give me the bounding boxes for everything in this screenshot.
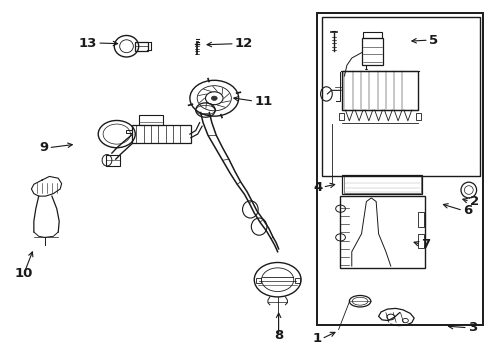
Bar bbox=[417, 234, 423, 248]
Bar bbox=[316, 13, 483, 325]
Text: 1: 1 bbox=[312, 332, 321, 345]
Bar bbox=[363, 32, 381, 39]
Text: 10: 10 bbox=[15, 267, 33, 280]
Text: 6: 6 bbox=[462, 204, 471, 217]
Text: 8: 8 bbox=[273, 329, 283, 342]
Bar bbox=[417, 212, 423, 226]
Text: 11: 11 bbox=[254, 95, 272, 108]
Bar bbox=[361, 39, 383, 65]
Bar bbox=[294, 278, 299, 283]
Bar bbox=[126, 130, 132, 134]
Text: 12: 12 bbox=[234, 37, 252, 50]
Bar bbox=[105, 155, 120, 166]
Text: 5: 5 bbox=[428, 33, 437, 47]
Bar bbox=[256, 278, 261, 283]
Text: 4: 4 bbox=[313, 181, 322, 194]
Text: 2: 2 bbox=[469, 195, 478, 208]
Text: 9: 9 bbox=[39, 141, 48, 154]
Bar bbox=[341, 71, 417, 110]
Bar bbox=[132, 125, 190, 143]
Bar bbox=[341, 175, 422, 194]
Bar bbox=[343, 176, 420, 193]
Bar bbox=[139, 115, 162, 125]
Bar bbox=[321, 17, 479, 176]
Text: 3: 3 bbox=[467, 321, 476, 334]
Text: 7: 7 bbox=[420, 238, 429, 251]
Text: 13: 13 bbox=[79, 36, 97, 50]
Bar bbox=[135, 41, 148, 51]
Bar bbox=[415, 113, 420, 120]
Bar bbox=[339, 196, 424, 268]
Circle shape bbox=[211, 96, 217, 100]
Bar bbox=[338, 113, 343, 120]
